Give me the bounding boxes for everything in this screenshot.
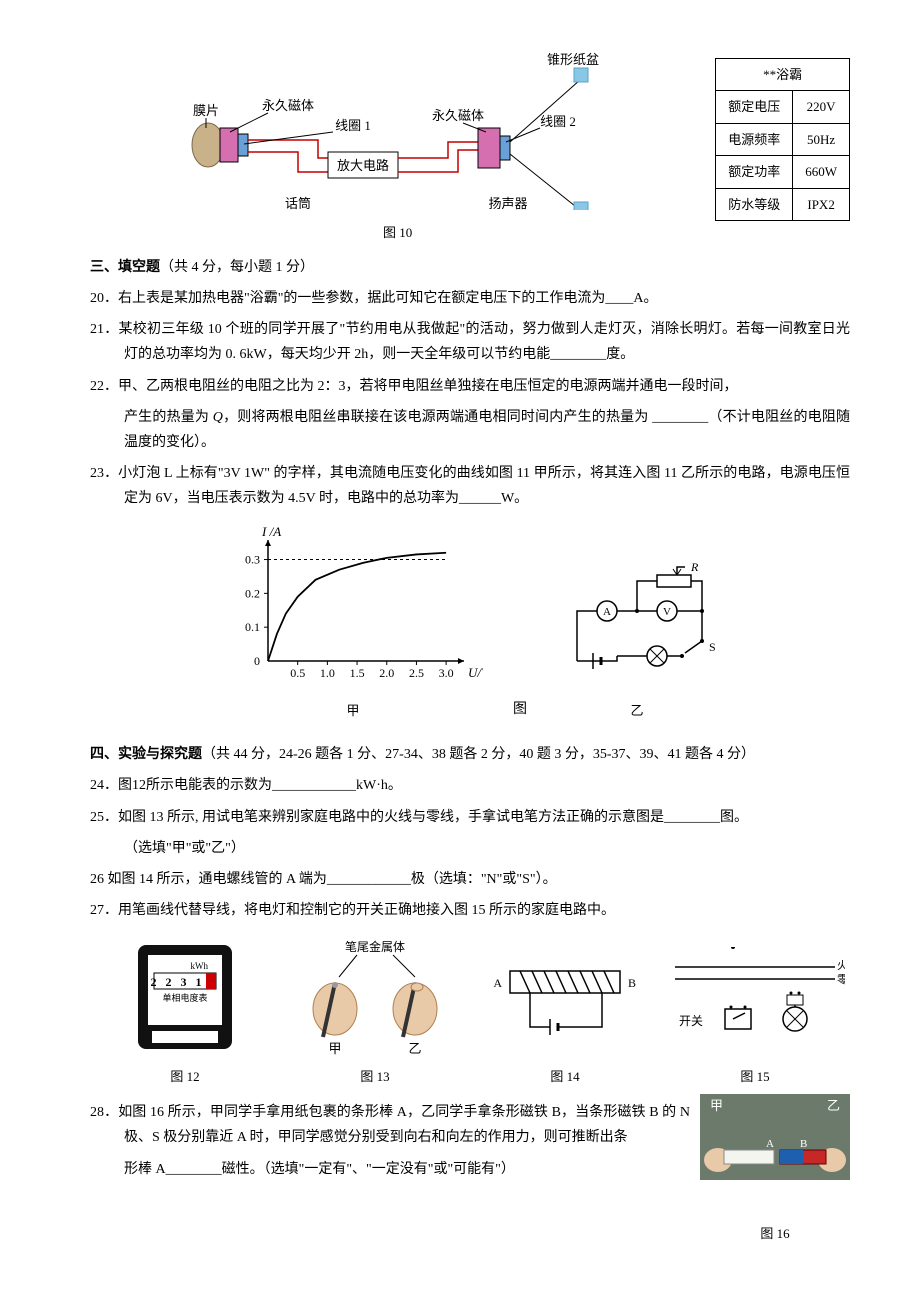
q25a: 25．如图 13 所示, 用试电笔来辨别家庭电路中的火线与零线，手拿试电笔方法正…: [90, 805, 850, 830]
svg-text:1.0: 1.0: [320, 666, 335, 680]
spec-r0c1: 220V: [793, 91, 850, 123]
fig16-A: A: [766, 1138, 774, 1150]
svg-text:0.3: 0.3: [245, 553, 260, 567]
q22a: 22．甲、乙两根电阻丝的电阻之比为 2：3，若将甲电阻丝单独接在电压恒定的电源两…: [90, 374, 850, 399]
q27: 27．用笔画线代替导线，将电灯和控制它的开关正确地接入图 15 所示的家庭电路中…: [90, 898, 850, 923]
spec-title: **浴霸: [716, 59, 850, 91]
fig16-block: 甲 乙 A B 图 16: [700, 1094, 850, 1245]
membrane-label: 膜片: [193, 103, 219, 118]
fig15-neutral: 零线: [837, 972, 845, 986]
fig12-label: 单相电度表: [162, 992, 207, 1003]
fig14-block: A B 图 14: [470, 947, 660, 1088]
fig14-B: B: [628, 976, 636, 990]
q22b-pre: 产生的热量为: [124, 410, 213, 425]
q28-wrap: 甲 乙 A B 图 16 28．如图 16 所示，甲同学手拿用纸包裹的条形棒 A…: [90, 1094, 850, 1245]
q21: 21．某校初三年级 10 个班的同学开展了"节约用电从我做起"的活动，努力做到人…: [90, 317, 850, 367]
svg-text:2.5: 2.5: [409, 666, 424, 680]
fig16-svg: 甲 乙 A B: [700, 1094, 850, 1184]
ammeter-label: A: [603, 606, 611, 618]
chart-block: 0.1 0.2 0.3 0 0.5 1.0 1.5 2.0 2.5 3.0 I /A U/V 甲: [223, 521, 483, 722]
spec-r0c0: 额定电压: [716, 91, 793, 123]
chart-right-caption: 乙: [557, 699, 717, 722]
fig12-block: kWh 2 2 3 1 4 单相电度表 图 12: [90, 937, 280, 1088]
chart-left-caption: 甲: [223, 699, 483, 722]
section3-note: （共 4 分，每小题 1 分）: [160, 260, 314, 275]
q25b: （选填"甲"或"乙"）: [90, 836, 850, 861]
fig13-caption: 图 13: [280, 1065, 470, 1088]
fig13-block: 笔尾金属体 甲 乙 图 13: [280, 937, 470, 1088]
svg-text:1.5: 1.5: [350, 666, 365, 680]
svg-text:0.1: 0.1: [245, 621, 260, 635]
fig10-caption: 图 10: [90, 221, 705, 244]
fig13-left: 甲: [328, 1041, 341, 1056]
fig10-block: 放大电路 膜片 永久磁体 线圈 1 话筒 永久磁体 线圈 2 锥形纸盆: [90, 50, 705, 245]
fig11-row: 0.10.20.300.51.01.52.02.53.0I /AU/V 甲 图 …: [90, 521, 850, 722]
fig13-svg: 笔尾金属体 甲 乙: [295, 937, 455, 1057]
spec-table-wrap: **浴霸 额定电压220V 电源频率50Hz 额定功率660W 防水等级IPX2: [715, 58, 850, 221]
voltmeter-label: V: [663, 606, 671, 618]
q26: 26 如图 14 所示，通电螺线管的 A 端为____________极（选填：…: [90, 867, 850, 892]
switch-label: S: [709, 640, 716, 654]
fig16-B: B: [800, 1138, 807, 1150]
svg-text:0: 0: [254, 654, 260, 668]
q20: 20．右上表是某加热电器"浴霸"的一些参数，据此可知它在额定电压下的工作电流为_…: [90, 286, 850, 311]
mic-label: 话筒: [285, 196, 311, 210]
perm-magnet-left-label: 永久磁体: [262, 98, 314, 113]
fig15-block: 火线 零线 开关 图 15: [660, 947, 850, 1088]
spec-r1c1: 50Hz: [793, 123, 850, 155]
q22b: 产生的热量为 Q，则将两根电阻丝串联接在该电源两端通电相同时间内产生的热量为 _…: [90, 405, 850, 455]
fig10-svg: 放大电路 膜片 永久磁体 线圈 1 话筒 永久磁体 线圈 2 锥形纸盆: [178, 50, 618, 210]
fig15-live: 火线: [837, 958, 845, 972]
section3-heading: 三、填空题（共 4 分，每小题 1 分）: [90, 255, 850, 280]
spec-r3c0: 防水等级: [716, 188, 793, 220]
chart-svg: 0.1 0.2 0.3 0 0.5 1.0 1.5 2.0 2.5 3.0 I /A U/V: [223, 521, 483, 691]
fig15-switch: 开关: [679, 1014, 703, 1028]
circuit-block: A R V S: [557, 561, 717, 722]
fig13-right: 乙: [408, 1041, 421, 1056]
svg-text:0.5: 0.5: [290, 666, 305, 680]
fig14-A: A: [493, 976, 502, 990]
svg-text:U/V: U/V: [468, 665, 483, 680]
section4-heading: 四、实验与探究题（共 44 分，24-26 题各 1 分、27-34、38 题各…: [90, 742, 850, 767]
spec-r2c1: 660W: [793, 156, 850, 188]
q22b-post: ，则将两根电阻丝串联接在该电源两端通电相同时间内产生的热量为 ________（…: [124, 410, 850, 450]
svg-text:I /A: I /A: [261, 524, 281, 539]
bottom-figures: kWh 2 2 3 1 4 单相电度表 图 12 笔尾金属体 甲 乙 图 13: [90, 937, 850, 1088]
q22-Q: Q: [213, 410, 223, 425]
fig11-center-caption: 图: [513, 697, 527, 722]
spec-r1c0: 电源频率: [716, 123, 793, 155]
circuit-svg: A R V S: [557, 561, 717, 691]
section4-note: （共 44 分，24-26 题各 1 分、27-34、38 题各 2 分，40 …: [202, 747, 755, 762]
fig12-svg: kWh 2 2 3 1 4 单相电度表: [130, 937, 240, 1057]
q24: 24．图12所示电能表的示数为____________kW·h。: [90, 773, 850, 798]
section4-title: 四、实验与探究题: [90, 747, 202, 762]
amp-label: 放大电路: [337, 158, 389, 173]
section3-title: 三、填空题: [90, 260, 160, 275]
fig14-svg: A B: [480, 947, 650, 1057]
svg-text:3.0: 3.0: [439, 666, 454, 680]
coil2-label: 线圈 2: [540, 114, 576, 129]
fig16-left: 甲: [710, 1098, 723, 1113]
coil1-label: 线圈 1: [335, 118, 371, 133]
svg-text:2.0: 2.0: [379, 666, 394, 680]
speaker-label: 扬声器: [488, 196, 527, 210]
cone-label: 锥形纸盆: [547, 52, 599, 67]
fig12-kwh: kWh: [191, 961, 209, 971]
rheostat-label: R: [690, 561, 699, 574]
perm-magnet-right-label: 永久磁体: [432, 108, 484, 123]
fig13-tip: 笔尾金属体: [345, 939, 405, 954]
spec-table: **浴霸 额定电压220V 电源频率50Hz 额定功率660W 防水等级IPX2: [715, 58, 850, 221]
spec-r3c1: IPX2: [793, 188, 850, 220]
fig15-caption: 图 15: [660, 1065, 850, 1088]
fig16-caption: 图 16: [700, 1222, 850, 1245]
top-figure-row: 放大电路 膜片 永久磁体 线圈 1 话筒 永久磁体 线圈 2 锥形纸盆: [90, 50, 850, 245]
fig14-caption: 图 14: [470, 1065, 660, 1088]
q23: 23．小灯泡 L 上标有"3V 1W" 的字样，其电流随电压变化的曲线如图 11…: [90, 461, 850, 511]
fig16-right: 乙: [827, 1098, 840, 1113]
fig12-caption: 图 12: [90, 1065, 280, 1088]
svg-text:0.2: 0.2: [245, 587, 260, 601]
spec-r2c0: 额定功率: [716, 156, 793, 188]
fig15-svg: 火线 零线 开关: [665, 947, 845, 1057]
